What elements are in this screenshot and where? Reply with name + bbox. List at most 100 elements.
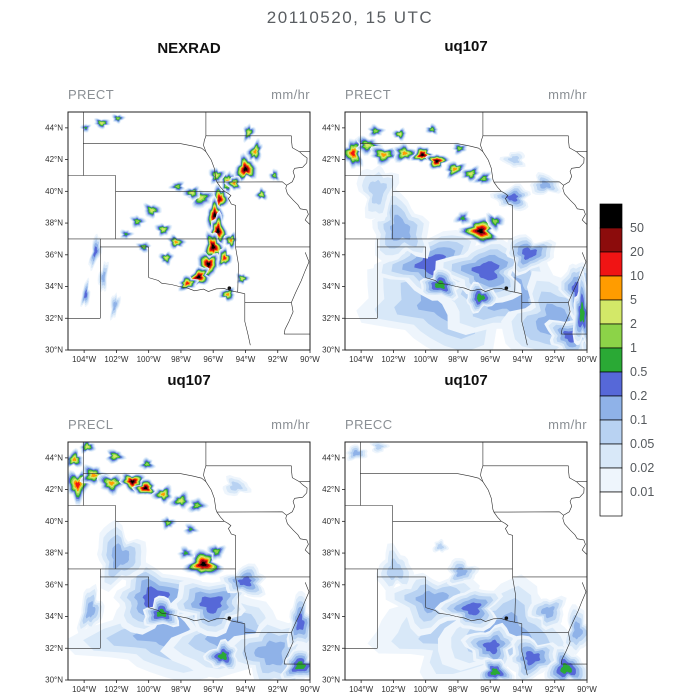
colorbar-label: 0.05: [630, 437, 654, 451]
lat-tick-label: 30°N: [45, 676, 63, 685]
lat-tick-label: 38°N: [45, 549, 63, 558]
colorbar-label: 50: [630, 221, 644, 235]
state-borders: [68, 442, 310, 676]
colorbar-box: [599, 491, 623, 517]
colorbar-label: 0.2: [630, 389, 647, 403]
lat-tick-label: 40°N: [322, 187, 340, 196]
lat-tick-label: 32°N: [45, 314, 63, 323]
lon-tick-label: 92°W: [545, 355, 565, 364]
lat-tick-label: 34°N: [322, 282, 340, 291]
lon-tick-label: 100°W: [137, 355, 162, 364]
map-panel-uq107-precl: 104°W 102°W 100°W 98°W 96°W 94°W 92°W 90°W 30°N 3…: [45, 441, 320, 694]
lon-tick-label: 96°W: [203, 685, 223, 694]
variable-label: PRECT: [68, 87, 115, 102]
colorbar-label: 10: [630, 269, 644, 283]
colorbar-label: 20: [630, 245, 644, 259]
lat-tick-label: 42°N: [322, 155, 340, 164]
lat-tick-label: 44°N: [322, 123, 340, 132]
lon-tick-label: 96°W: [480, 355, 500, 364]
lon-tick-label: 104°W: [349, 355, 374, 364]
lake-marker: [227, 616, 232, 620]
colorbar-box: [599, 419, 623, 445]
lon-tick-label: 104°W: [72, 355, 97, 364]
lat-tick-label: 34°N: [322, 612, 340, 621]
lon-tick-label: 98°W: [448, 685, 468, 694]
variable-label: PRECC: [345, 417, 393, 432]
precip-field: [345, 442, 587, 680]
lat-tick-label: 44°N: [45, 123, 63, 132]
colorbar-box: [599, 227, 623, 253]
lon-tick-label: 94°W: [236, 685, 256, 694]
panel-header-2: PRECL mm/hr: [68, 417, 310, 432]
lon-tick-label: 90°W: [300, 355, 320, 364]
lat-tick-label: 36°N: [322, 250, 340, 259]
lat-tick-label: 38°N: [322, 219, 340, 228]
lon-tick-label: 100°W: [137, 685, 162, 694]
lon-tick-label: 104°W: [349, 685, 374, 694]
lon-tick-label: 90°W: [577, 355, 597, 364]
units-label: mm/hr: [548, 87, 587, 102]
axis-ticks-and-labels: 104°W 102°W 100°W 98°W 96°W 94°W 92°W 90°W 30°N 3…: [322, 123, 597, 364]
colorbar-box: [599, 443, 623, 469]
lake-marker: [504, 286, 509, 290]
colorbar-box: [599, 275, 623, 301]
lat-tick-label: 30°N: [322, 676, 340, 685]
colorbar-box: [599, 299, 623, 325]
panel-header-0: PRECT mm/hr: [68, 87, 310, 102]
precip-field: [68, 442, 310, 680]
lon-tick-label: 92°W: [268, 355, 288, 364]
variable-label: PRECT: [345, 87, 392, 102]
lat-tick-label: 42°N: [45, 485, 63, 494]
lon-tick-label: 90°W: [577, 685, 597, 694]
precip-field: [345, 123, 587, 350]
lon-tick-label: 94°W: [236, 355, 256, 364]
colorbar-label: 0.02: [630, 461, 654, 475]
colorbar-label: 0.5: [630, 365, 647, 379]
lat-tick-label: 36°N: [45, 580, 63, 589]
units-label: mm/hr: [271, 87, 310, 102]
colorbar-box: [599, 395, 623, 421]
axis-ticks-and-labels: 104°W 102°W 100°W 98°W 96°W 94°W 92°W 90°W 30°N 3…: [45, 453, 320, 694]
panel-title-nexrad: NEXRAD: [157, 40, 221, 57]
lat-tick-label: 32°N: [322, 314, 340, 323]
colorbar-box: [599, 347, 623, 373]
state-borders: [345, 442, 587, 676]
variable-label: PRECL: [68, 417, 114, 432]
colorbar-box: [599, 467, 623, 493]
colorbar-box: [599, 323, 623, 349]
map-panel-uq107-precc: 104°W 102°W 100°W 98°W 96°W 94°W 92°W 90°W 30°N 3…: [322, 441, 597, 694]
lat-tick-label: 40°N: [45, 517, 63, 526]
lat-tick-label: 38°N: [45, 219, 63, 228]
lat-tick-label: 30°N: [45, 346, 63, 355]
lon-tick-label: 98°W: [448, 355, 468, 364]
map-frame: [344, 441, 588, 681]
lat-tick-label: 30°N: [322, 346, 340, 355]
map-panel-nexrad-prect: 104°W 102°W 100°W 98°W 96°W 94°W 92°W 90°W 30°N 3…: [45, 111, 320, 364]
map-frame: [67, 441, 311, 681]
map-frame: [67, 111, 311, 351]
panel-header-1: PRECT mm/hr: [345, 87, 587, 102]
panel-title-uq107-bottom-left: uq107: [167, 372, 211, 389]
lat-tick-label: 38°N: [322, 549, 340, 558]
colorbar-label: 2: [630, 317, 637, 331]
colorbar-label: 5: [630, 293, 637, 307]
lat-tick-label: 42°N: [322, 485, 340, 494]
lon-tick-label: 92°W: [545, 685, 565, 694]
lon-tick-label: 102°W: [381, 685, 406, 694]
colorbar: 50 20 10 5 2 1 0.5 0.2 0.1 0.05 0.02 0.01: [599, 203, 654, 517]
lon-tick-label: 92°W: [268, 685, 288, 694]
lake-marker: [504, 616, 509, 620]
lon-tick-label: 102°W: [104, 685, 129, 694]
lon-tick-label: 98°W: [171, 685, 191, 694]
colorbar-label: 1: [630, 341, 637, 355]
panel-title-uq107-top: uq107: [444, 38, 488, 55]
lon-tick-label: 96°W: [203, 355, 223, 364]
colorbar-label: 0.1: [630, 413, 647, 427]
lon-tick-label: 94°W: [513, 685, 533, 694]
map-frame: [344, 111, 588, 351]
lon-tick-label: 90°W: [300, 685, 320, 694]
axis-ticks-and-labels: 104°W 102°W 100°W 98°W 96°W 94°W 92°W 90°W 30°N 3…: [45, 123, 320, 364]
colorbar-box: [599, 203, 623, 229]
lat-tick-label: 36°N: [45, 250, 63, 259]
lon-tick-label: 94°W: [513, 355, 533, 364]
